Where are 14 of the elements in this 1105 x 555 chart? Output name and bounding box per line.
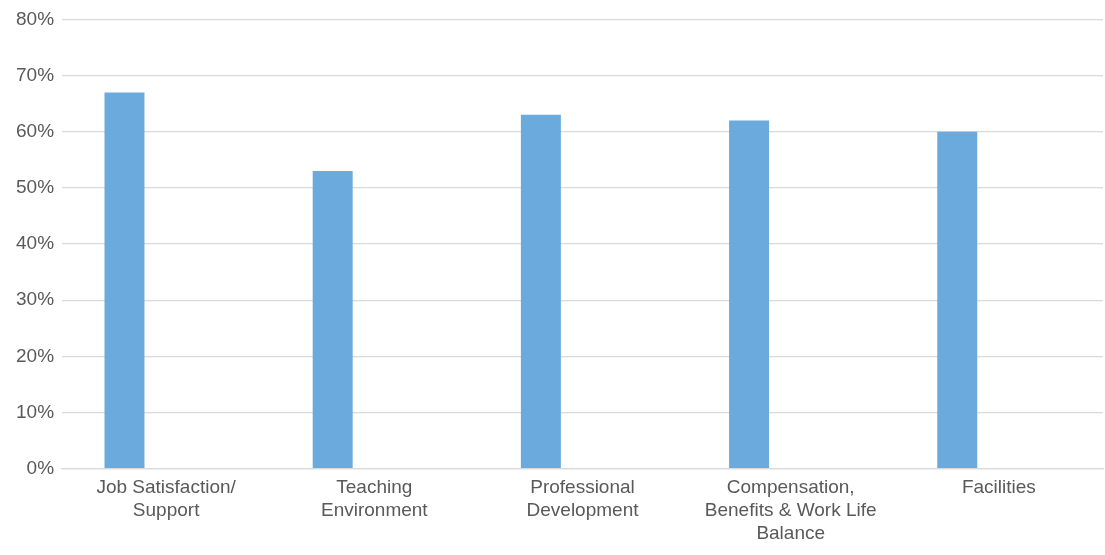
x-tick-label: Teaching Environment [320,476,429,521]
y-tick-label: 60% [16,119,55,141]
y-tick-label: 80% [16,7,55,29]
y-tick-label: 0% [26,456,55,478]
y-tick-label: 40% [16,232,55,254]
x-tick-label: Compensation, Benefits & Work Life Balance [704,476,877,543]
x-tick-label: Facilities [961,476,1036,498]
x-tick-label: Professional Development [526,476,640,521]
x-tick-label: Job Satisfaction/ Support [96,476,237,521]
y-tick-label: 20% [16,344,55,366]
y-tick-label: 70% [16,63,55,85]
y-tick-label: 10% [16,400,55,422]
y-tick-label: 30% [16,288,55,310]
y-tick-label: 50% [16,176,55,198]
